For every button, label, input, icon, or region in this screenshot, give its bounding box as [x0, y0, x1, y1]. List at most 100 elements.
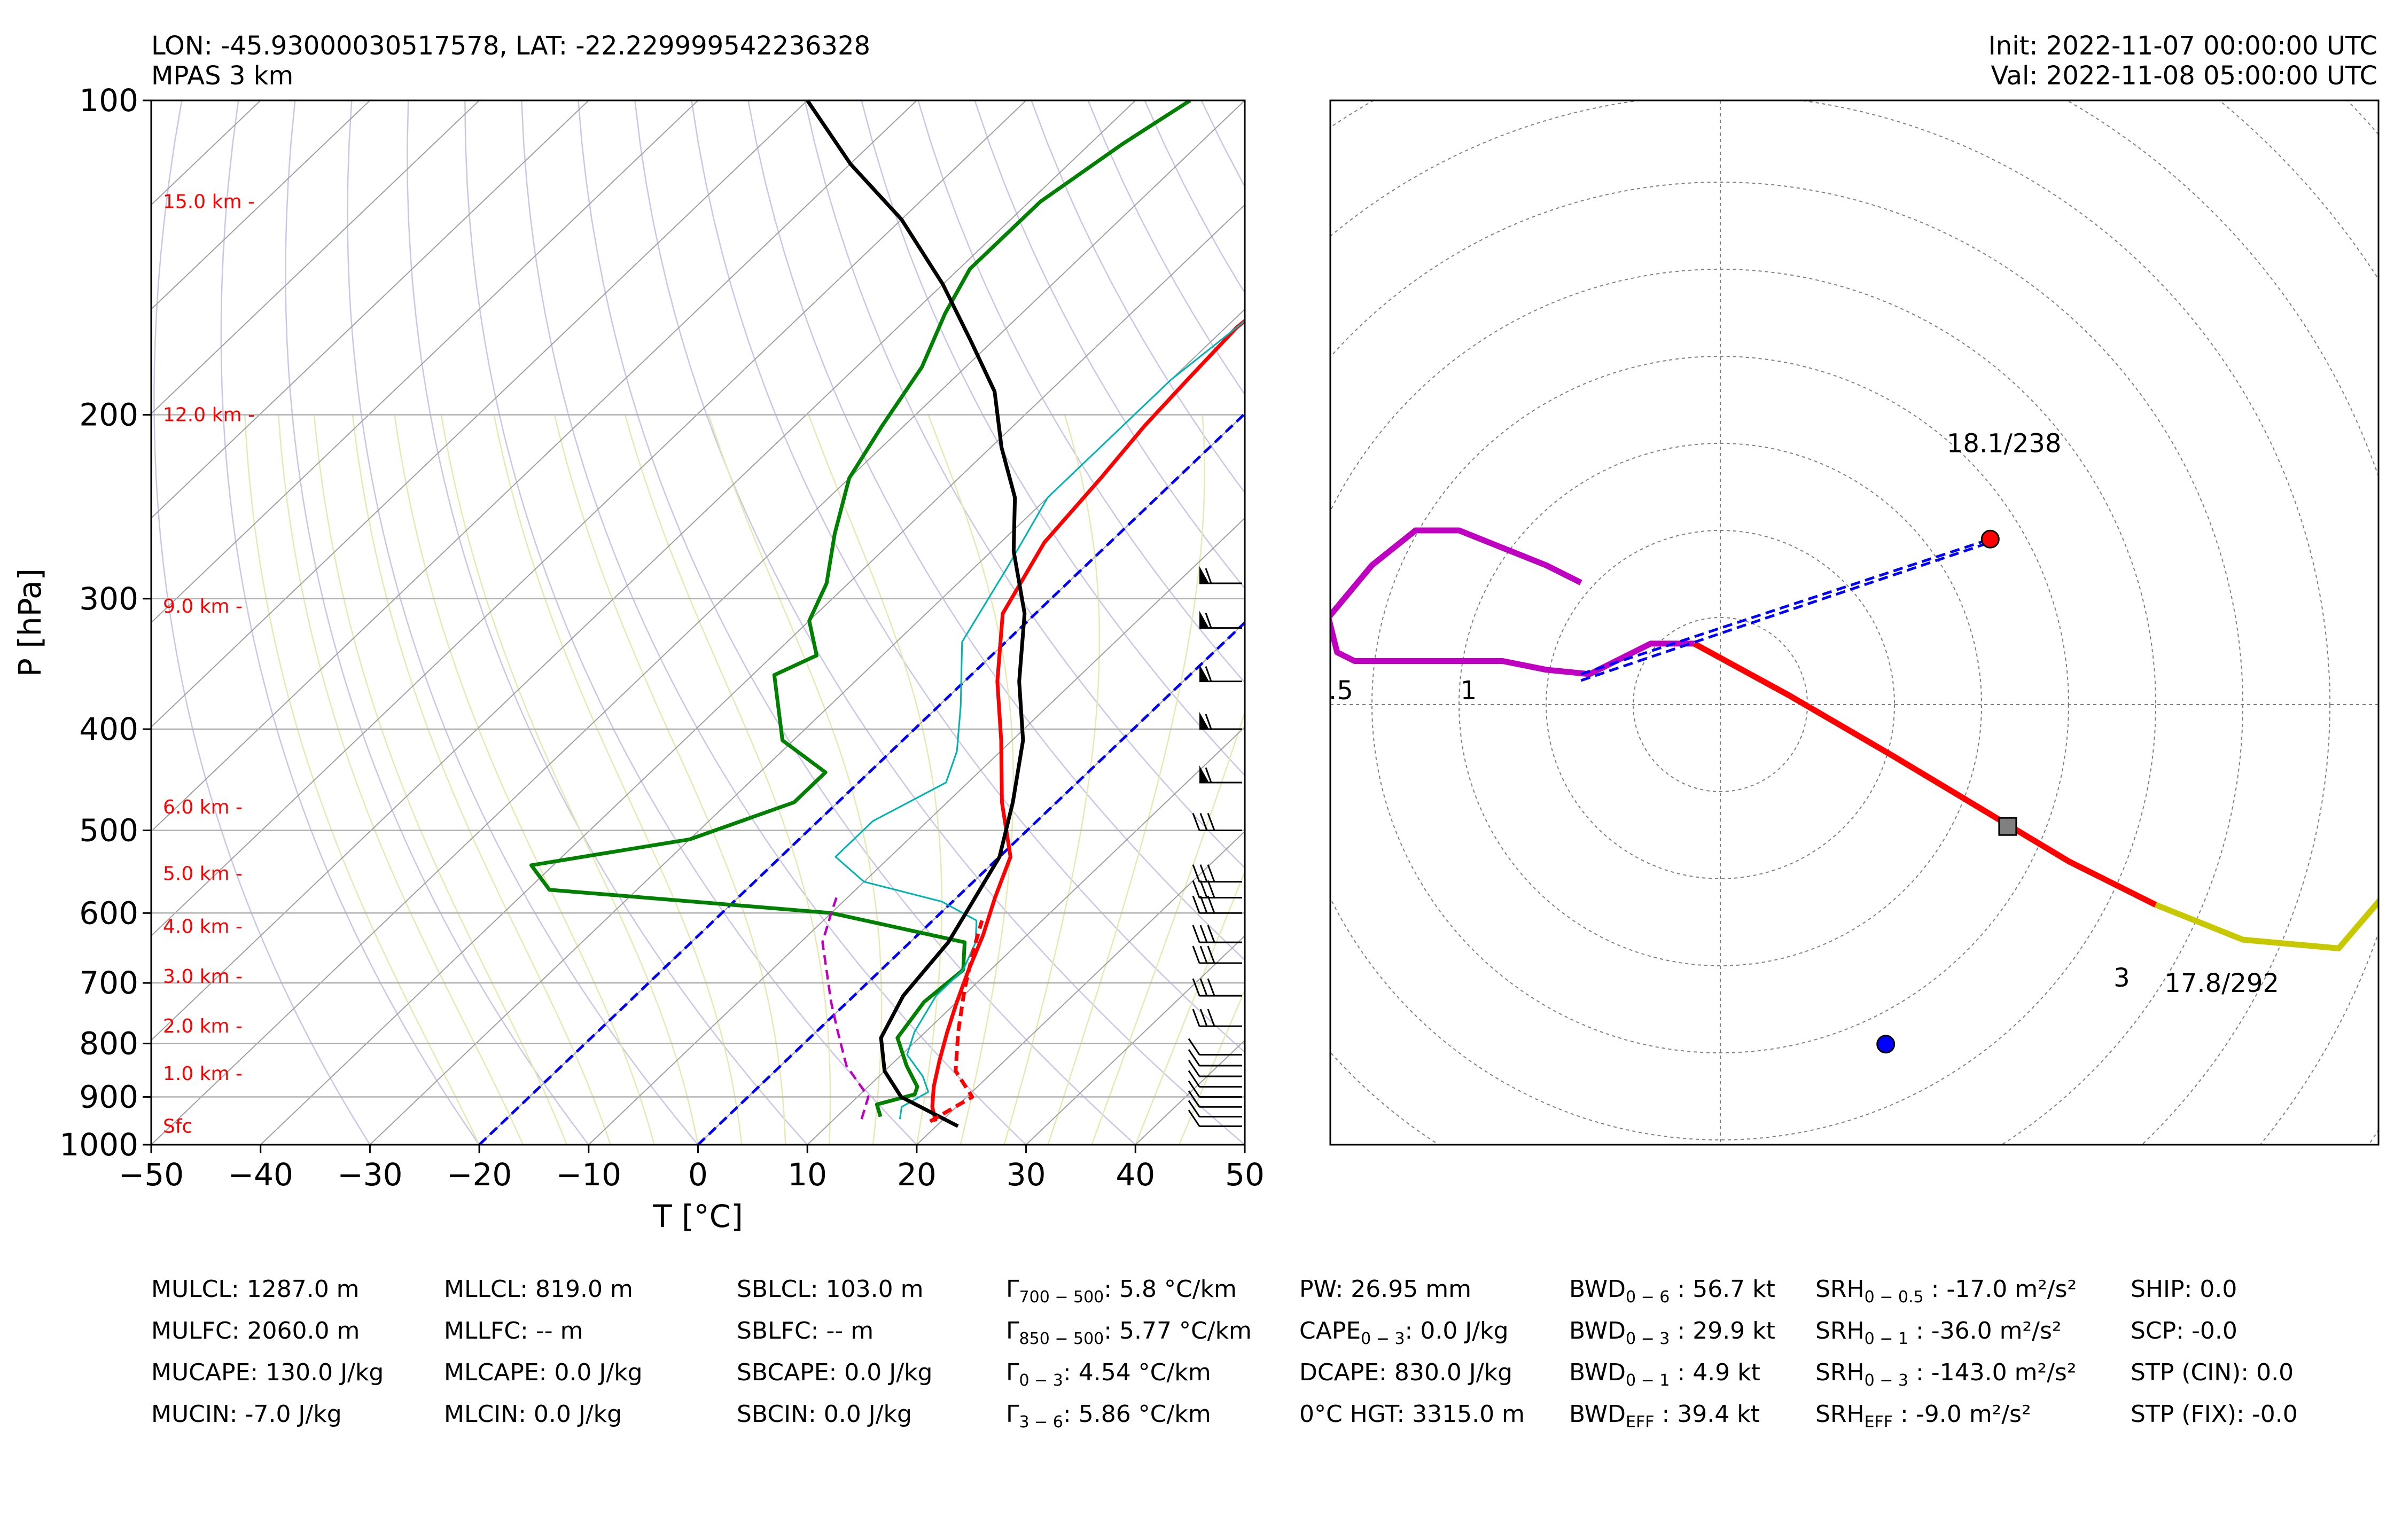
- mean-wind-marker: [1998, 817, 2017, 836]
- index-mucin: MUCIN: -7.0 J/kg: [151, 1401, 342, 1428]
- x-tick-label: 20: [897, 1156, 937, 1193]
- wind-barb-flag: [1188, 1090, 1200, 1108]
- index-lapse-3-6: Γ3 − 6: 5.86 °C/km: [1006, 1401, 1211, 1432]
- wind-barb-flag: [1199, 1009, 1208, 1027]
- dry-adiabat: [347, 100, 699, 1145]
- storm-motion-line: [1580, 541, 1991, 682]
- indices-lapse: Γ700 − 500: 5.8 °C/km Γ850 − 500: 5.77 °…: [1006, 1269, 1252, 1435]
- x-tick-label: −30: [337, 1156, 402, 1193]
- dry-adiabat: [578, 100, 1136, 1145]
- index-mulfc: MULFC: 2060.0 m: [151, 1317, 360, 1344]
- wind-barb-flag: [1199, 925, 1208, 943]
- storm-motion-line: [1580, 537, 1991, 676]
- index-freezing-height: 0°C HGT: 3315.0 m: [1299, 1401, 1525, 1428]
- index-dcape: DCAPE: 830.0 J/kg: [1299, 1359, 1513, 1386]
- wind-barb-flag: [1192, 978, 1200, 996]
- wind-barb-flag: [1188, 1080, 1200, 1098]
- hodograph-segment: [2154, 897, 2378, 951]
- wind-barb-flag: [1205, 568, 1212, 584]
- indices-srh: SRH0 − 0.5 : -17.0 m²/s² SRH0 − 1 : -36.…: [1815, 1269, 2077, 1435]
- hodograph-segment: [1693, 641, 2157, 908]
- wind-barb-flag: [1192, 895, 1200, 913]
- wind-barb-pennant: [1199, 611, 1209, 628]
- isotherm: [151, 100, 1136, 1041]
- wind-barb-flag: [1207, 925, 1215, 943]
- index-srh-0-1: SRH0 − 1 : -36.0 m²/s²: [1815, 1317, 2062, 1348]
- dry-adiabat: [747, 100, 1245, 961]
- x-axis-label: T [°C]: [652, 1198, 743, 1234]
- isotherm: [588, 517, 1245, 1145]
- wind-barb: [1192, 945, 1242, 964]
- skew-t-panel: Sfc 1.0 km - 2.0 km - 3.0 km - 4.0 km - 5.0 k…: [12, 82, 1265, 1234]
- wind-barb: [1192, 880, 1242, 899]
- x-tick-label: 40: [1116, 1156, 1155, 1193]
- wind-barb-flag: [1199, 978, 1208, 996]
- init-time-label: Init: 2022-11-07 00:00:00 UTC: [1988, 31, 2377, 61]
- storm-motion-label: 21.2/334: [1825, 1151, 1940, 1181]
- wind-barb-flag: [1188, 1109, 1200, 1127]
- wind-barb-flag: [1188, 1038, 1200, 1056]
- index-ship: SHIP: 0.0: [2131, 1276, 2237, 1303]
- moist-adiabat: [1179, 988, 1245, 1145]
- x-tick-label: −20: [447, 1156, 512, 1193]
- wind-barb: [1192, 864, 1242, 883]
- index-bwd-0-1: BWD0 − 1 : 4.9 kt: [1569, 1359, 1760, 1390]
- y-tick-label: 200: [79, 397, 138, 433]
- wind-barb-flag: [1188, 1100, 1200, 1117]
- model-label: MPAS 3 km: [151, 61, 294, 91]
- isotherm: [151, 100, 917, 832]
- wind-barb-flag: [1199, 945, 1208, 964]
- indices-mu: MULCL: 1287.0 m MULFC: 2060.0 m MUCAPE: …: [151, 1269, 384, 1435]
- wind-barb-flag: [1192, 864, 1200, 882]
- wind-barb: [1188, 1049, 1242, 1067]
- index-mlcin: MLCIN: 0.0 J/kg: [444, 1401, 622, 1428]
- index-bwd-0-3: BWD0 − 3 : 29.9 kt: [1569, 1317, 1775, 1348]
- index-lapse-850-500: Γ850 − 500: 5.77 °C/km: [1006, 1317, 1252, 1348]
- wind-barb-flag: [1188, 1070, 1200, 1088]
- isotherm: [1025, 935, 1245, 1145]
- dry-adiabat: [974, 100, 1245, 590]
- virtual_temp-profile: [929, 920, 984, 1123]
- wind-barb-flag: [1205, 613, 1212, 629]
- wind-barb-flag: [1199, 812, 1208, 831]
- wind-barb-flag: [1207, 978, 1215, 996]
- valid-time-label: Val: 2022-11-08 05:00:00 UTC: [1991, 61, 2378, 91]
- wind-barb-flag: [1207, 864, 1215, 882]
- wind-barb-flag: [1207, 1009, 1215, 1027]
- height-label: 3.0 km -: [163, 966, 243, 988]
- index-mulcl: MULCL: 1287.0 m: [151, 1276, 360, 1303]
- index-lapse-700-500: Γ700 − 500: 5.8 °C/km: [1006, 1276, 1237, 1307]
- height-label: 15.0 km -: [163, 191, 255, 213]
- dry-adiabat: [861, 100, 1245, 777]
- wind-barb-pennant: [1199, 664, 1209, 682]
- hodograph-segment: [1330, 616, 1695, 677]
- wind-barb-flag: [1205, 714, 1212, 730]
- indices-shear: BWD0 − 6 : 56.7 kt BWD0 − 3 : 29.9 kt BW…: [1569, 1269, 1775, 1435]
- height-label: 12.0 km -: [163, 404, 255, 426]
- isotherm: [151, 100, 589, 519]
- isotherm: [151, 100, 1245, 1145]
- y-tick-label: 800: [79, 1026, 138, 1062]
- y-tick-label: 300: [79, 581, 138, 617]
- index-srh-0-05: SRH0 − 0.5 : -17.0 m²/s²: [1815, 1276, 2077, 1307]
- index-srh-0-3: SRH0 − 3 : -143.0 m²/s²: [1815, 1359, 2077, 1390]
- dry-adiabat: [407, 100, 808, 1145]
- index-sbcape: SBCAPE: 0.0 J/kg: [737, 1359, 933, 1386]
- y-tick-label: 100: [79, 82, 138, 119]
- wetbulb-profile: [835, 319, 1245, 1120]
- index-mllfc: MLLFC: -- m: [444, 1317, 583, 1344]
- wind-barb-flag: [1199, 864, 1208, 882]
- wind-barb-flag: [1207, 880, 1215, 898]
- wind-barb: [1199, 611, 1242, 629]
- wind-barb-pennant: [1199, 566, 1209, 583]
- isotherm: [697, 622, 1245, 1145]
- temperature-profile: [930, 318, 1245, 1122]
- wind-barb-flag: [1188, 1049, 1200, 1066]
- indices-sb: SBLCL: 103.0 m SBLFC: -- m SBCAPE: 0.0 J…: [737, 1269, 932, 1435]
- x-tick-label: −10: [556, 1156, 621, 1193]
- y-tick-label: 500: [79, 812, 138, 848]
- isotherm: [260, 204, 1245, 1145]
- index-cape-0-3: CAPE0 − 3: 0.0 J/kg: [1299, 1317, 1509, 1348]
- wind-barb-flag: [1192, 925, 1200, 943]
